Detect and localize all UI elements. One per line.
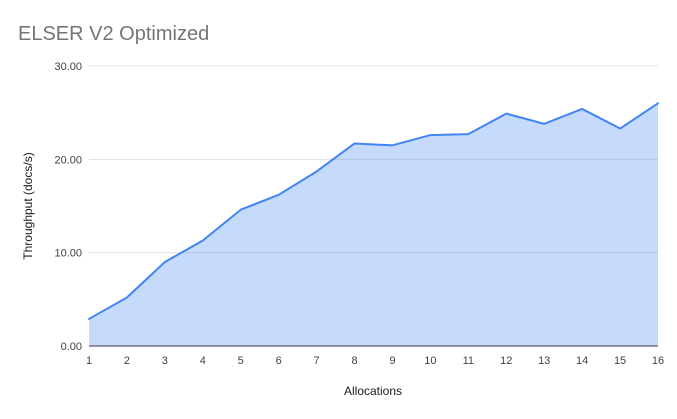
x-tick-label: 11 [463, 355, 474, 367]
x-tick-label: 6 [276, 355, 282, 367]
y-tick-label: 30.00 [54, 61, 82, 73]
chart-title: ELSER V2 Optimized [18, 23, 210, 45]
x-tick-label: 15 [614, 355, 626, 367]
x-tick-label: 9 [389, 355, 395, 367]
x-tick-label: 1 [86, 355, 92, 367]
x-axis-title: Allocations [343, 384, 403, 398]
y-tick-label: 10.00 [54, 248, 82, 260]
x-tick-label: 8 [351, 355, 357, 367]
x-tick-label: 5 [238, 355, 244, 367]
y-tick-label: 20.00 [54, 154, 82, 166]
x-tick-label: 16 [652, 355, 664, 367]
x-tick-label: 4 [200, 355, 206, 367]
x-tick-label: 10 [424, 355, 436, 367]
x-tick-label: 12 [500, 355, 512, 367]
y-tick-label: 0.00 [61, 341, 82, 353]
x-tick-label: 2 [124, 355, 130, 367]
x-tick-label: 7 [314, 355, 320, 367]
x-tick-label: 13 [538, 355, 550, 367]
x-tick-label: 14 [576, 355, 588, 367]
x-tick-label: 3 [162, 355, 168, 367]
series-line [88, 102, 659, 320]
series-area [89, 103, 658, 346]
